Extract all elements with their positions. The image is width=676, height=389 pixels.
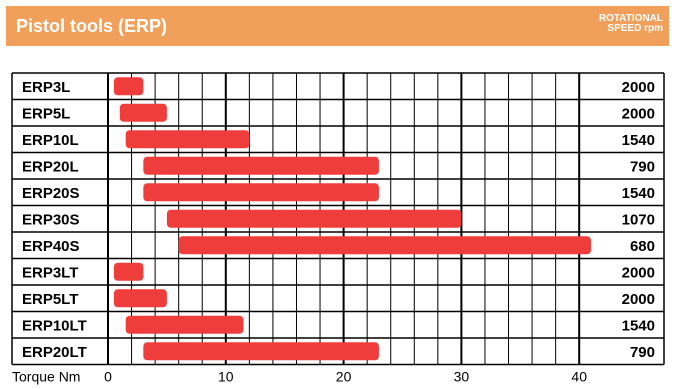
torque-bar bbox=[125, 130, 250, 149]
x-tick-label: 20 bbox=[336, 369, 352, 385]
model-label: ERP5L bbox=[22, 105, 70, 122]
model-label: ERP5LT bbox=[22, 291, 78, 308]
label-cell bbox=[13, 260, 99, 284]
speed-value: 1540 bbox=[622, 185, 655, 202]
torque-bar bbox=[119, 103, 167, 122]
speed-value: 2000 bbox=[622, 291, 655, 308]
label-cell bbox=[13, 127, 99, 151]
speed-value: 2000 bbox=[622, 105, 655, 122]
model-label: ERP20LT bbox=[22, 344, 87, 361]
model-label: ERP30S bbox=[22, 211, 80, 228]
speed-value: 790 bbox=[630, 344, 655, 361]
x-tick-label: 40 bbox=[571, 369, 587, 385]
value-cell bbox=[604, 127, 663, 151]
value-cell bbox=[604, 260, 663, 284]
torque-bar bbox=[143, 342, 379, 361]
label-cell bbox=[13, 233, 99, 257]
model-label: ERP10L bbox=[22, 132, 79, 149]
value-cell bbox=[604, 233, 663, 257]
model-label: ERP3LT bbox=[22, 264, 78, 281]
speed-value: 1540 bbox=[622, 317, 655, 334]
speed-value: 1070 bbox=[622, 211, 655, 228]
model-label: ERP10LT bbox=[22, 317, 87, 334]
model-label: ERP20S bbox=[22, 185, 80, 202]
value-cell bbox=[604, 339, 663, 363]
label-cell bbox=[13, 154, 99, 178]
torque-bar bbox=[143, 156, 379, 175]
torque-bar bbox=[166, 209, 462, 228]
label-cell bbox=[13, 313, 99, 337]
torque-bar bbox=[113, 77, 144, 96]
value-cell bbox=[604, 313, 663, 337]
speed-column-header: ROTATIONAL SPEED rpm bbox=[599, 14, 663, 34]
label-cell bbox=[13, 339, 99, 363]
x-tick-label: 10 bbox=[218, 369, 234, 385]
model-label: ERP3L bbox=[22, 79, 70, 96]
speed-value: 790 bbox=[630, 158, 655, 175]
speed-value: 680 bbox=[630, 238, 655, 255]
label-cell bbox=[13, 101, 99, 125]
torque-bar bbox=[113, 262, 144, 281]
speed-label-line2: SPEED rpm bbox=[607, 23, 663, 34]
value-cell bbox=[604, 101, 663, 125]
x-tick-label: 0 bbox=[104, 369, 112, 385]
label-cell bbox=[13, 286, 99, 310]
value-cell bbox=[604, 207, 663, 231]
chart-title: Pistol tools (ERP) bbox=[16, 16, 168, 36]
header-banner: Pistol tools (ERP) ROTATIONAL SPEED rpm bbox=[6, 6, 669, 46]
label-cell bbox=[13, 207, 99, 231]
label-cell bbox=[13, 74, 99, 98]
value-cell bbox=[604, 74, 663, 98]
value-cell bbox=[604, 286, 663, 310]
x-tick-label: 30 bbox=[454, 369, 470, 385]
value-cell bbox=[604, 154, 663, 178]
torque-bar bbox=[143, 183, 379, 202]
model-label: ERP40S bbox=[22, 238, 80, 255]
torque-bar bbox=[125, 315, 244, 334]
value-cell bbox=[604, 180, 663, 204]
torque-bar bbox=[178, 236, 591, 255]
model-label: ERP20L bbox=[22, 158, 79, 175]
speed-value: 1540 bbox=[622, 132, 655, 149]
label-cell bbox=[13, 180, 99, 204]
torque-bar bbox=[113, 289, 167, 308]
speed-label-line1: ROTATIONAL bbox=[598, 13, 663, 24]
speed-value: 2000 bbox=[622, 79, 655, 96]
speed-value: 2000 bbox=[622, 264, 655, 281]
x-axis-label: Torque Nm bbox=[12, 369, 80, 385]
